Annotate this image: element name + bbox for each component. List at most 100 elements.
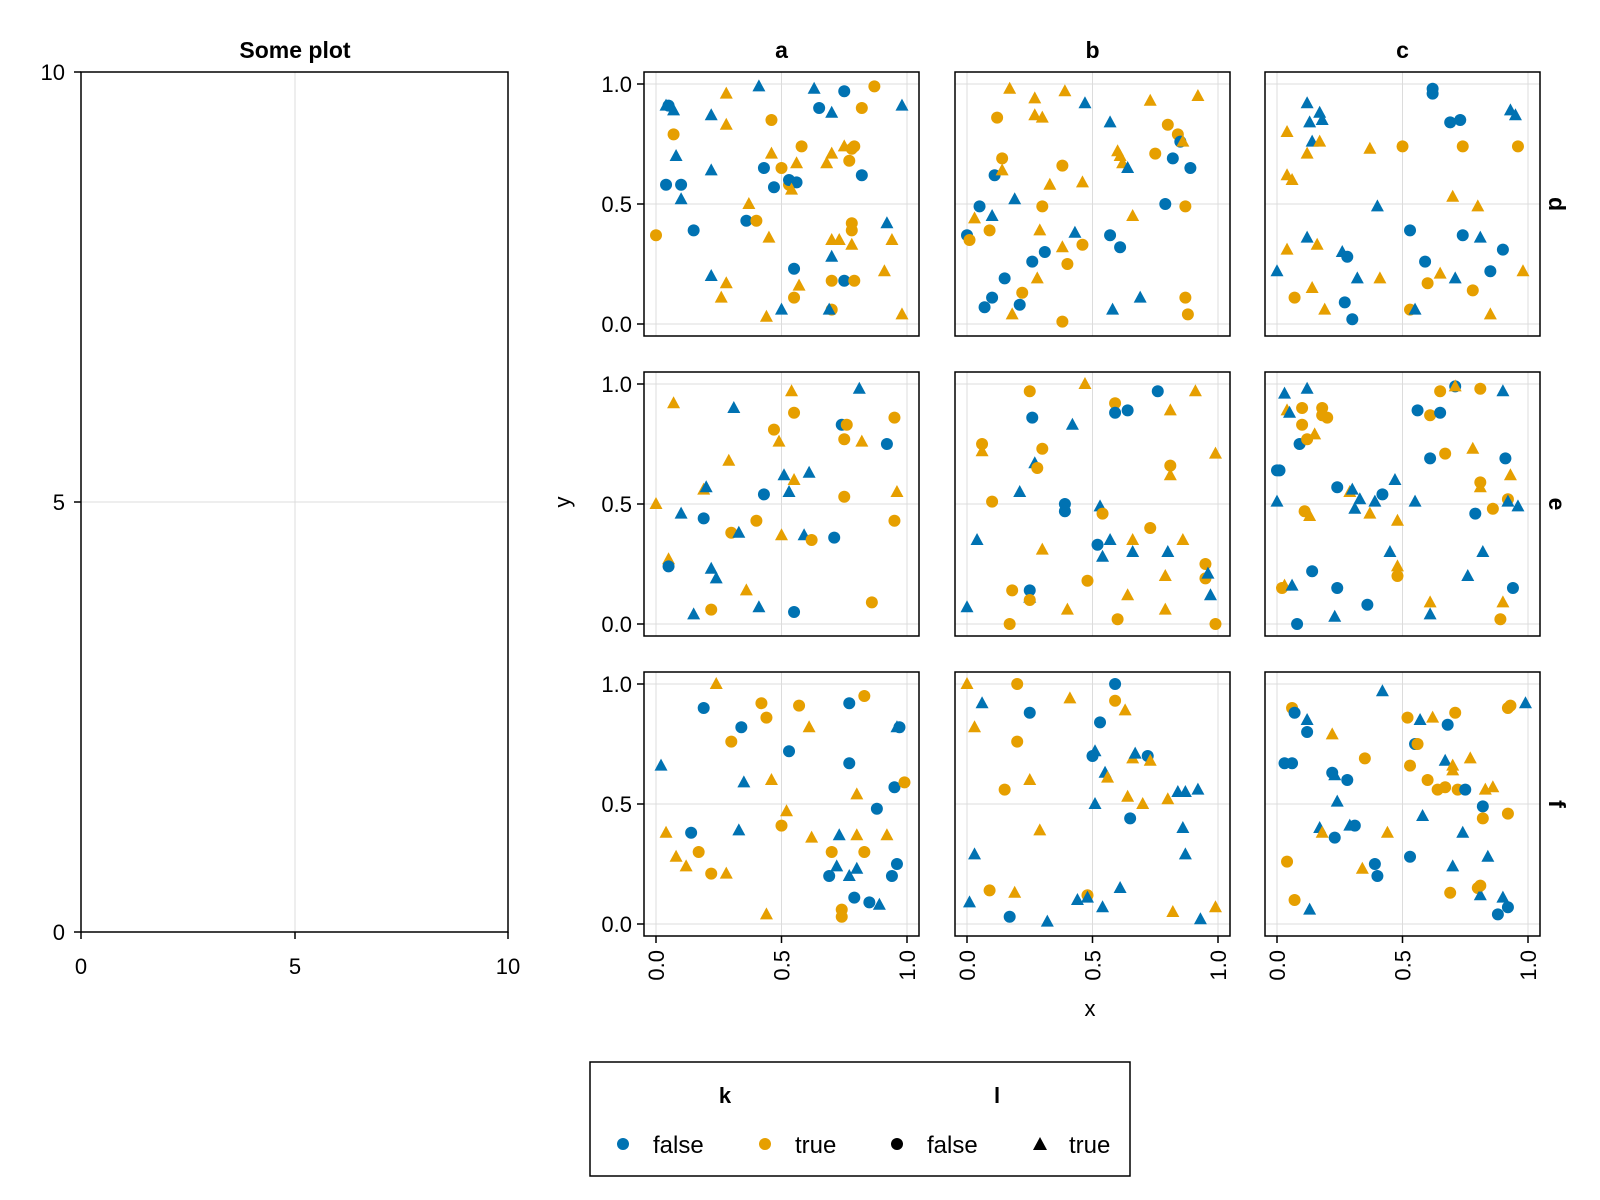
data-point-triangle bbox=[1106, 302, 1120, 315]
legend-label-k-true: true bbox=[795, 1132, 836, 1159]
data-point-circle bbox=[1011, 678, 1024, 690]
data-point-triangle bbox=[742, 197, 756, 209]
data-point-triangle bbox=[1388, 473, 1402, 485]
data-point-triangle bbox=[679, 859, 693, 872]
data-point-triangle bbox=[1300, 713, 1314, 725]
data-point-triangle bbox=[1055, 240, 1069, 253]
data-point-circle bbox=[1439, 781, 1452, 794]
data-point-triangle bbox=[1330, 794, 1344, 807]
data-point-circle bbox=[1486, 502, 1499, 515]
data-point-triangle bbox=[667, 103, 681, 116]
data-point-triangle bbox=[1473, 230, 1487, 243]
data-point-triangle bbox=[1126, 209, 1140, 221]
data-point-triangle bbox=[1280, 242, 1294, 255]
data-point-triangle bbox=[963, 895, 977, 908]
data-point-triangle bbox=[1128, 746, 1142, 759]
data-point-triangle bbox=[719, 117, 733, 130]
x-tick-label: 1.0 bbox=[895, 950, 920, 981]
data-point-triangle bbox=[777, 468, 791, 481]
facet-col-title: c bbox=[1396, 37, 1409, 63]
legend-label-l-true: true bbox=[1069, 1132, 1110, 1159]
data-point-triangle bbox=[1278, 386, 1292, 399]
data-point-triangle bbox=[1208, 900, 1222, 913]
x-tick-label: 0.0 bbox=[644, 950, 669, 981]
data-point-circle bbox=[1091, 538, 1104, 551]
facet-panel-c-e bbox=[1264, 371, 1541, 637]
facet-frame bbox=[954, 71, 1231, 337]
data-point-circle bbox=[775, 162, 788, 174]
data-point-triangle bbox=[1030, 271, 1044, 284]
data-point-triangle bbox=[699, 480, 713, 493]
data-point-circle bbox=[838, 490, 851, 503]
data-point-circle bbox=[1444, 886, 1457, 899]
data-point-triangle bbox=[1473, 480, 1487, 493]
data-point-triangle bbox=[1483, 307, 1497, 320]
data-point-circle bbox=[660, 178, 673, 191]
data-point-circle bbox=[863, 896, 876, 909]
data-point-circle bbox=[1038, 246, 1051, 258]
data-point-circle bbox=[1301, 726, 1314, 738]
data-point-triangle bbox=[1096, 900, 1110, 913]
data-point-triangle bbox=[1328, 609, 1342, 622]
data-point-triangle bbox=[852, 381, 866, 394]
data-point-circle bbox=[1159, 198, 1172, 210]
data-point-triangle bbox=[1313, 134, 1327, 147]
data-point-circle bbox=[823, 870, 836, 882]
data-point-triangle bbox=[1176, 821, 1190, 833]
data-point-circle bbox=[1411, 404, 1424, 417]
data-point-circle bbox=[1434, 406, 1447, 419]
data-point-triangle bbox=[805, 830, 819, 843]
data-point-triangle bbox=[1136, 797, 1150, 809]
legend: k l false true false true bbox=[589, 1061, 1131, 1177]
data-point-triangle bbox=[1063, 691, 1077, 704]
data-point-circle bbox=[1411, 738, 1424, 750]
x-tick-label: 0 bbox=[75, 954, 87, 979]
data-point-triangle bbox=[1033, 823, 1047, 836]
data-point-triangle bbox=[722, 453, 736, 466]
data-point-triangle bbox=[1463, 751, 1477, 764]
data-point-triangle bbox=[1303, 115, 1317, 128]
data-point-triangle bbox=[1080, 890, 1094, 903]
data-point-circle bbox=[1109, 678, 1122, 690]
data-point-triangle bbox=[1126, 533, 1140, 545]
facet-panel-c-d bbox=[1264, 71, 1541, 337]
data-point-circle bbox=[755, 697, 768, 710]
data-point-circle bbox=[893, 721, 906, 734]
data-point-triangle bbox=[1448, 379, 1462, 392]
data-point-triangle bbox=[1318, 302, 1332, 315]
data-point-triangle bbox=[764, 146, 778, 159]
data-point-circle bbox=[1474, 382, 1487, 395]
data-point-triangle bbox=[1315, 113, 1329, 125]
some-plot-axis: Some plot 0 5 10 0 5 10 bbox=[41, 37, 521, 979]
data-point-triangle bbox=[1508, 108, 1522, 121]
data-point-circle bbox=[687, 224, 700, 237]
data-point-triangle bbox=[1103, 115, 1117, 128]
data-point-circle bbox=[1426, 87, 1439, 100]
data-point-circle bbox=[1026, 411, 1039, 424]
data-point-circle bbox=[1199, 558, 1212, 570]
data-point-triangle bbox=[1423, 607, 1437, 620]
data-point-circle bbox=[983, 884, 996, 897]
data-point-triangle bbox=[782, 485, 796, 497]
data-point-triangle bbox=[1033, 223, 1047, 236]
data-point-triangle bbox=[830, 859, 844, 872]
data-point-circle bbox=[868, 80, 881, 93]
data-point-circle bbox=[1013, 298, 1026, 311]
legend-marker-k-false bbox=[617, 1138, 629, 1150]
data-point-circle bbox=[1476, 812, 1489, 825]
data-point-circle bbox=[788, 406, 801, 419]
facet-panel-c-f: 0.0 0.5 1.0 bbox=[1264, 671, 1541, 981]
data-point-triangle bbox=[1113, 881, 1127, 893]
data-point-triangle bbox=[1075, 175, 1089, 188]
data-point-triangle bbox=[1193, 912, 1207, 925]
data-point-triangle bbox=[1471, 199, 1485, 212]
data-point-triangle bbox=[1103, 533, 1117, 545]
data-point-triangle bbox=[704, 561, 718, 574]
data-point-circle bbox=[888, 514, 901, 527]
data-point-triangle bbox=[1373, 271, 1387, 284]
data-point-circle bbox=[705, 867, 718, 880]
data-point-circle bbox=[838, 85, 851, 98]
data-point-triangle bbox=[772, 434, 786, 447]
data-point-triangle bbox=[790, 156, 804, 169]
data-point-triangle bbox=[1178, 785, 1192, 797]
